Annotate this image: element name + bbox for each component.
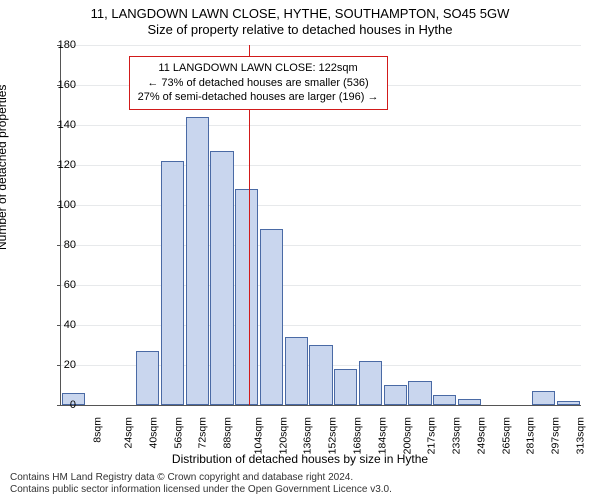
xtick-label: 249sqm (475, 417, 487, 454)
gridline (61, 245, 581, 246)
xtick-label: 152sqm (327, 417, 339, 454)
xtick-label: 136sqm (302, 417, 314, 454)
histogram-bar (359, 361, 382, 405)
footnote-line2: Contains public sector information licen… (10, 484, 392, 495)
xtick-label: 200sqm (401, 417, 413, 454)
annotation-line2: ← 73% of detached houses are smaller (53… (138, 76, 379, 91)
y-axis-label: Number of detached properties (0, 85, 9, 250)
title-subtitle: Size of property relative to detached ho… (0, 22, 600, 37)
xtick-label: 88sqm (222, 417, 234, 449)
title-address: 11, LANGDOWN LAWN CLOSE, HYTHE, SOUTHAMP… (0, 6, 600, 21)
histogram-bar (433, 395, 456, 405)
histogram-bar (334, 369, 357, 405)
gridline (61, 125, 581, 126)
histogram-bar (309, 345, 332, 405)
footnote-line1: Contains HM Land Registry data © Crown c… (10, 472, 353, 483)
ytick-label: 40 (46, 319, 76, 331)
histogram-bar (161, 161, 184, 405)
annotation-line3: 27% of semi-detached houses are larger (… (138, 90, 379, 105)
histogram-bar (557, 401, 580, 405)
xtick-label: 217sqm (426, 417, 438, 454)
ytick-label: 160 (46, 79, 76, 91)
xtick-label: 297sqm (549, 417, 561, 454)
ytick-label: 0 (46, 399, 76, 411)
gridline (61, 325, 581, 326)
histogram-bar (210, 151, 233, 405)
chart-container: 11, LANGDOWN LAWN CLOSE, HYTHE, SOUTHAMP… (0, 0, 600, 500)
ytick-label: 120 (46, 159, 76, 171)
gridline (61, 165, 581, 166)
ytick-label: 100 (46, 199, 76, 211)
annotation-box: 11 LANGDOWN LAWN CLOSE: 122sqm← 73% of d… (129, 56, 388, 111)
xtick-label: 265sqm (500, 417, 512, 454)
gridline (61, 285, 581, 286)
xtick-label: 184sqm (376, 417, 388, 454)
ytick-label: 60 (46, 279, 76, 291)
xtick-label: 40sqm (147, 417, 159, 449)
xtick-label: 8sqm (92, 417, 104, 443)
ytick-label: 20 (46, 359, 76, 371)
histogram-bar (186, 117, 209, 405)
xtick-label: 72sqm (197, 417, 209, 449)
xtick-label: 233sqm (450, 417, 462, 454)
xtick-label: 104sqm (252, 417, 264, 454)
histogram-bar (458, 399, 481, 405)
histogram-bar (235, 189, 258, 405)
gridline (61, 205, 581, 206)
ytick-label: 140 (46, 119, 76, 131)
xtick-label: 281sqm (525, 417, 537, 454)
annotation-line1: 11 LANGDOWN LAWN CLOSE: 122sqm (138, 61, 379, 76)
plot-area: 11 LANGDOWN LAWN CLOSE: 122sqm← 73% of d… (60, 45, 581, 406)
ytick-label: 180 (46, 39, 76, 51)
xtick-label: 24sqm (123, 417, 135, 449)
histogram-bar (384, 385, 407, 405)
xtick-label: 120sqm (277, 417, 289, 454)
histogram-bar (260, 229, 283, 405)
histogram-bar (408, 381, 431, 405)
ytick-label: 80 (46, 239, 76, 251)
histogram-bar (532, 391, 555, 405)
xtick-label: 56sqm (172, 417, 184, 449)
gridline (61, 45, 581, 46)
xtick-label: 313sqm (574, 417, 586, 454)
xtick-label: 168sqm (351, 417, 363, 454)
histogram-bar (136, 351, 159, 405)
histogram-bar (285, 337, 308, 405)
